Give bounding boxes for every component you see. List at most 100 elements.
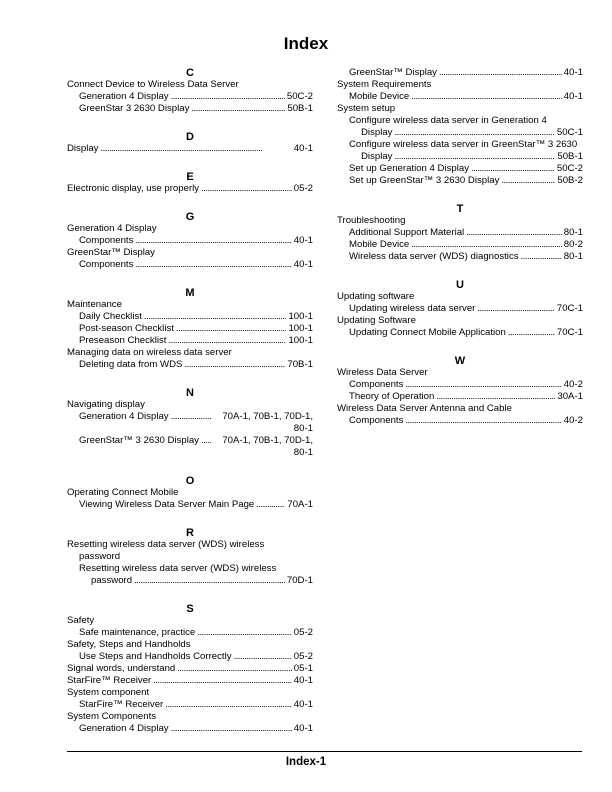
index-entry: Managing data on wireless data server (67, 347, 313, 359)
section-letter: R (186, 527, 194, 539)
leader-dots (405, 379, 561, 391)
section-letter: W (454, 355, 466, 367)
index-entry: GreenStar 3 2630 Display 50B-1 (67, 103, 313, 115)
index-entry: password (67, 551, 313, 563)
leader-dots (411, 91, 562, 103)
leader-dots (171, 411, 211, 423)
entry-text: Resetting wireless data server (WDS) wir… (67, 539, 265, 550)
index-entry: Viewing Wireless Data Server Main Page 70… (67, 499, 313, 511)
entry-text: Mobile Device (349, 239, 410, 250)
leader-dots (501, 175, 555, 187)
entry-text: Generation 4 Display (79, 411, 169, 422)
entry-text: Components (349, 415, 404, 426)
leader-dots (405, 415, 561, 427)
page-reference: 40-1 (293, 699, 313, 710)
entry-text: Components (79, 235, 134, 246)
index-entry: Daily Checklist 100-1 (67, 311, 313, 323)
index-entry: Generation 4 Display 40-1 (67, 723, 313, 735)
index-entry: Safety (67, 615, 313, 627)
page-reference: 80-1 (563, 227, 583, 238)
index-entry: Use Steps and Handholds Correctly 05-2 (67, 651, 313, 663)
page-reference: 40-1 (293, 675, 313, 686)
index-entry: StarFire™ Receiver 40-1 (67, 675, 313, 687)
index-entry: Wireless data server (WDS) diagnostics 80… (337, 251, 583, 263)
index-section: R Resetting wireless data server (WDS) wi… (67, 527, 313, 587)
entry-text: Updating software (337, 291, 415, 302)
index-entry: System Requirements (337, 79, 583, 91)
page-reference: 40-1 (293, 143, 313, 154)
index-entry: Theory of Operation 30A-1 (337, 391, 583, 403)
page-reference: 70A-1 (287, 499, 313, 510)
index-section: U Updating software Updating wireless data… (337, 279, 583, 339)
entry-text: Daily Checklist (79, 311, 142, 322)
entry-text: Troubleshooting (337, 215, 406, 226)
index-entry: Components 40-1 (67, 259, 313, 271)
page-reference: 40-2 (563, 415, 583, 426)
entry-text: GreenStar™ Display (349, 67, 437, 78)
entry-text: StarFire™ Receiver (79, 699, 164, 710)
leader-dots (134, 575, 285, 587)
section-letter: T (456, 203, 464, 215)
leader-dots (135, 235, 291, 247)
leader-dots (153, 675, 292, 687)
section-letter: S (186, 603, 194, 615)
entry-text: Connect Device to Wireless Data Server (67, 79, 239, 90)
index-column-right: GreenStar™ Display 40-1 System Requirement… (337, 67, 583, 443)
section-letter: U (456, 279, 464, 291)
entry-text: GreenStar™ Display (67, 247, 155, 258)
index-entry: Wireless Data Server (337, 367, 583, 379)
leader-dots (471, 163, 555, 175)
entry-text: Safety, Steps and Handholds (67, 639, 191, 650)
entry-text: Updating Software (337, 315, 416, 326)
page-reference: 50C-2 (556, 163, 583, 174)
entry-text: Mobile Device (349, 91, 410, 102)
footer-divider (67, 751, 582, 752)
index-entry: Additional Support Material 80-1 (337, 227, 583, 239)
index-entry: Deleting data from WDS 70B-1 (67, 359, 313, 371)
entry-text: password (91, 575, 133, 586)
index-entry: Operating Connect Mobile (67, 487, 313, 499)
leader-dots (197, 627, 292, 639)
page-reference: 40-1 (293, 259, 313, 270)
leader-dots (436, 391, 555, 403)
index-entry: Generation 4 Display 50C-2 (67, 91, 313, 103)
index-entry: Updating Software (337, 315, 583, 327)
entry-text: Preseason Checklist (79, 335, 167, 346)
page-reference: 50B-1 (287, 103, 313, 114)
entry-text: System Requirements (337, 79, 432, 90)
entry-text: Post-season Checklist (79, 323, 174, 334)
leader-dots (100, 143, 291, 155)
section-letter: M (185, 287, 195, 299)
section-letter: C (186, 67, 194, 79)
index-entry: System setup (337, 103, 583, 115)
section-letter: D (186, 131, 194, 143)
index-entry: Updating Connect Mobile Application 70C-1 (337, 327, 583, 339)
entry-text: Navigating display (67, 399, 145, 410)
entry-text: Safety (67, 615, 95, 626)
entry-text: Generation 4 Display (79, 723, 169, 734)
entry-text: Signal words, understand (67, 663, 176, 674)
leader-dots (165, 699, 292, 711)
entry-text: password (79, 551, 121, 562)
page-reference: 05-1 (293, 663, 313, 674)
page-reference: 80-2 (563, 239, 583, 250)
page-reference: 50C-1 (556, 127, 583, 138)
page-reference: 70C-1 (556, 327, 583, 338)
index-entry: Preseason Checklist 100-1 (67, 335, 313, 347)
entry-text: Configure wireless data server in GreenS… (349, 139, 578, 150)
leader-dots (201, 183, 292, 195)
entry-text: Set up GreenStar™ 3 2630 Display (349, 175, 500, 186)
index-entry: Components 40-2 (337, 415, 583, 427)
page-reference: 70A-1, 70B-1, 70D-1, 80-1 (222, 411, 313, 434)
index-entry: Resetting wireless data server (WDS) wir… (67, 563, 313, 575)
page-reference: 40-1 (563, 91, 583, 102)
leader-dots (466, 227, 562, 239)
index-entry: Troubleshooting (337, 215, 583, 227)
entry-text: Use Steps and Handholds Correctly (79, 651, 232, 662)
index-entry: Safety, Steps and Handholds (67, 639, 313, 651)
leader-dots (135, 259, 291, 271)
